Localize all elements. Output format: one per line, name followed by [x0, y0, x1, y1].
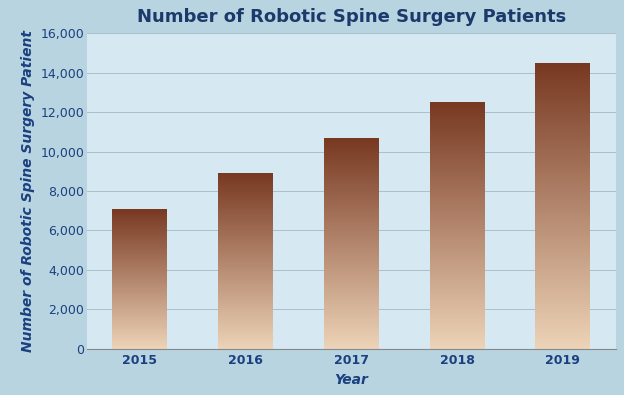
- Y-axis label: Number of Robotic Spine Surgery Patient: Number of Robotic Spine Surgery Patient: [21, 30, 35, 352]
- Title: Number of Robotic Spine Surgery Patients: Number of Robotic Spine Surgery Patients: [137, 8, 566, 26]
- X-axis label: Year: Year: [334, 372, 368, 387]
